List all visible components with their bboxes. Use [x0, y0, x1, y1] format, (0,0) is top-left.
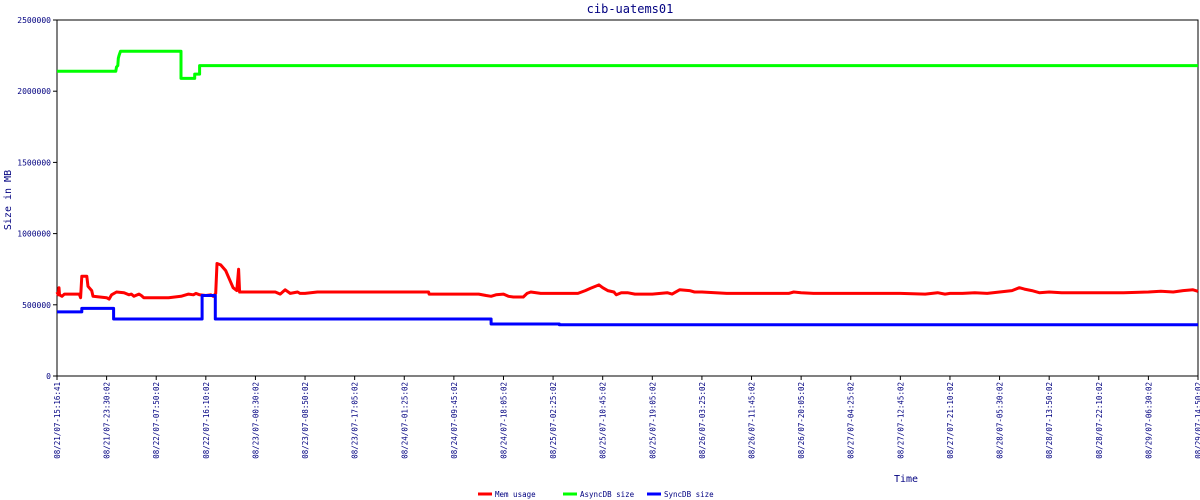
- x-tick-label: 08/23/07-17:05:02: [351, 382, 360, 459]
- x-tick-label: 08/29/07-14:50:02: [1194, 382, 1200, 459]
- series-line-mem-usage: [55, 262, 1199, 301]
- x-tick-label: 08/25/07-10:45:02: [599, 382, 608, 459]
- x-tick-label: 08/23/07-00:30:02: [251, 382, 260, 459]
- y-axis-ticks: 0 500000 1000000 1500000 2000000 2500000: [17, 16, 57, 381]
- series-line-syncdb-size: [57, 294, 1198, 327]
- x-axis-ticks: 08/21/07-15:16:41 08/21/07-23:30:02 08/22/…: [53, 376, 1200, 459]
- x-tick-label: 08/24/07-09:45:02: [450, 382, 459, 459]
- x-tick-label: 08/21/07-23:30:02: [103, 382, 112, 459]
- y-tick-label: 2000000: [17, 87, 51, 96]
- x-tick-label: 08/24/07-18:05:02: [499, 382, 508, 459]
- x-tick-label: 08/27/07-12:45:02: [896, 382, 905, 459]
- x-tick-label: 08/26/07-03:25:02: [698, 382, 707, 459]
- x-tick-label: 08/25/07-19:05:02: [648, 382, 657, 459]
- y-axis-label: Size in MB: [3, 170, 14, 230]
- x-tick-label: 08/21/07-15:16:41: [53, 382, 62, 459]
- x-tick-label: 08/27/07-04:25:02: [847, 382, 856, 459]
- series-lines: [55, 49, 1199, 327]
- x-tick-label: 08/26/07-20:05:02: [797, 382, 806, 459]
- legend: Mem usage AsyncDB size SyncDB size: [478, 490, 714, 499]
- legend-label: AsyncDB size: [580, 490, 635, 499]
- legend-label: Mem usage: [495, 490, 536, 499]
- y-tick-label: 500000: [22, 301, 51, 310]
- y-tick-label: 2500000: [17, 16, 51, 25]
- chart-title: cib-uatems01: [587, 2, 674, 16]
- x-tick-label: 08/29/07-06:30:02: [1144, 382, 1153, 459]
- x-tick-label: 08/22/07-07:50:02: [152, 382, 161, 459]
- x-tick-label: 08/28/07-05:30:02: [996, 382, 1005, 459]
- x-tick-label: 08/22/07-16:10:02: [202, 382, 211, 459]
- plot-border: [56, 19, 1199, 377]
- x-tick-label: 08/24/07-01:25:02: [400, 382, 409, 459]
- x-tick-label: 08/28/07-22:10:02: [1095, 382, 1104, 459]
- x-tick-label: 08/25/07-02:25:02: [549, 382, 558, 459]
- y-tick-label: 1000000: [17, 230, 51, 239]
- x-axis-label: Time: [894, 474, 918, 485]
- x-tick-label: 08/23/07-08:50:02: [301, 382, 310, 459]
- x-tick-label: 08/26/07-11:45:02: [748, 382, 757, 459]
- series-line-asyncdb-size: [57, 49, 1198, 80]
- x-tick-label: 08/27/07-21:10:02: [946, 382, 955, 459]
- plot-frame: [56, 19, 1199, 377]
- y-tick-label: 0: [46, 372, 51, 381]
- x-tick-label: 08/28/07-13:50:02: [1045, 382, 1054, 459]
- y-tick-label: 1500000: [17, 158, 51, 167]
- legend-label: SyncDB size: [664, 490, 714, 499]
